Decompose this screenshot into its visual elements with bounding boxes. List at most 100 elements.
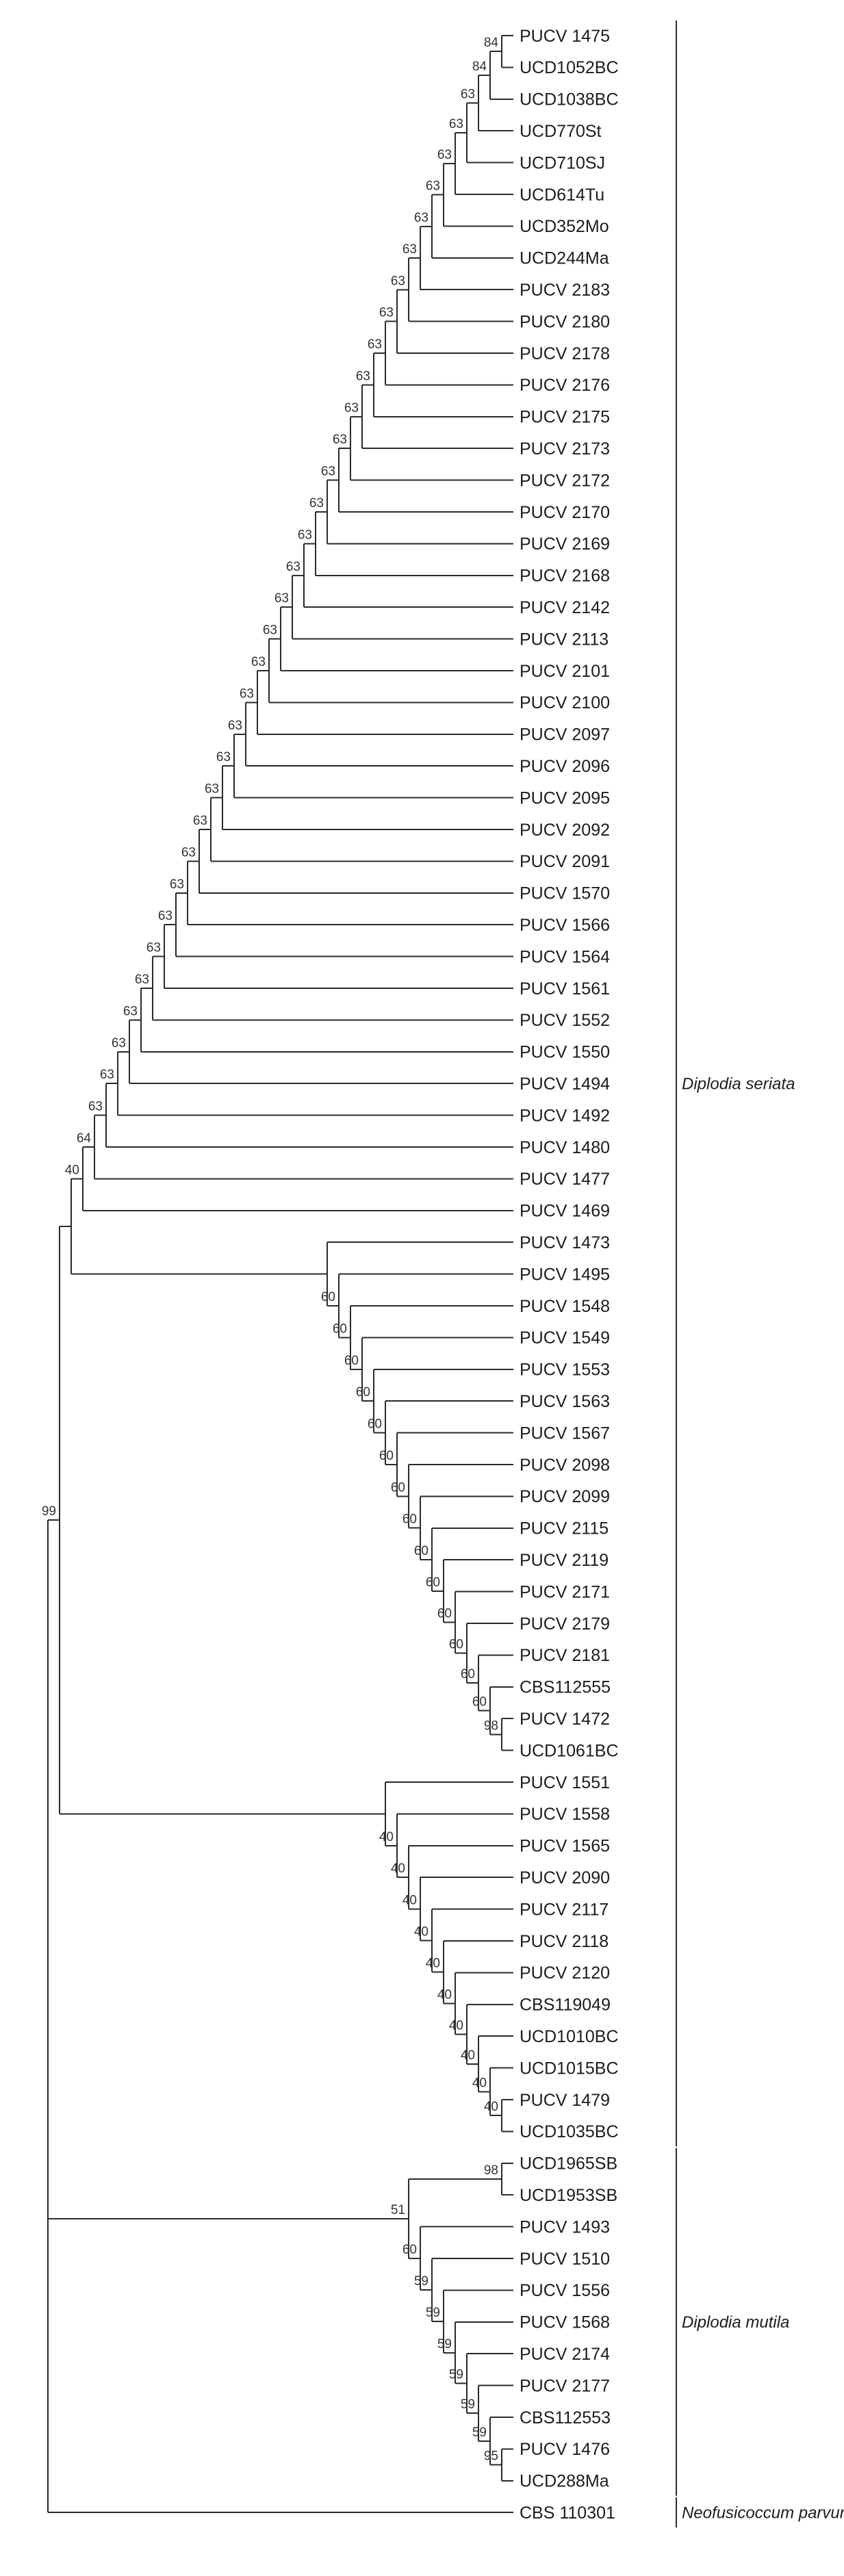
bootstrap-value: 63 bbox=[158, 909, 172, 923]
bootstrap-value: 63 bbox=[333, 433, 347, 447]
bootstrap-value: 63 bbox=[461, 88, 475, 102]
bootstrap-value: 59 bbox=[426, 2306, 440, 2320]
bootstrap-value: 59 bbox=[461, 2397, 475, 2412]
taxon-label: PUCV 2091 bbox=[520, 852, 610, 871]
bootstrap-value: 63 bbox=[344, 401, 359, 415]
bootstrap-value: 84 bbox=[472, 60, 487, 74]
tree-branches bbox=[47, 35, 513, 2514]
taxon-label: PUCV 2176 bbox=[520, 376, 610, 395]
bootstrap-value: 59 bbox=[449, 2368, 463, 2382]
bootstrap-value: 60 bbox=[449, 1638, 463, 1652]
bootstrap-value: 63 bbox=[402, 242, 417, 257]
bootstrap-value: 63 bbox=[426, 179, 440, 194]
bootstrap-value: 63 bbox=[170, 877, 184, 892]
taxon-label: PUCV 2099 bbox=[520, 1487, 610, 1506]
bootstrap-value: 60 bbox=[472, 1695, 487, 1710]
bootstrap-value: 63 bbox=[135, 973, 149, 987]
taxon-label: CBS112555 bbox=[520, 1678, 611, 1697]
taxon-label: PUCV 2180 bbox=[520, 312, 610, 331]
taxon-label: PUCV 2120 bbox=[520, 1963, 610, 1983]
taxon-label: PUCV 1494 bbox=[520, 1074, 610, 1094]
taxon-label: PUCV 2118 bbox=[520, 1932, 609, 1951]
bootstrap-value: 60 bbox=[461, 1667, 475, 1682]
bootstrap-value: 63 bbox=[263, 623, 277, 638]
bootstrap-value: 63 bbox=[449, 117, 463, 131]
taxon-label: PUCV 2179 bbox=[520, 1614, 610, 1634]
bootstrap-value: 63 bbox=[100, 1068, 114, 1082]
taxon-label: CBS 110301 bbox=[520, 2503, 615, 2523]
taxon-label: PUCV 2095 bbox=[520, 788, 610, 808]
taxon-label: UCD1965SB bbox=[520, 2154, 617, 2174]
bootstrap-value: 60 bbox=[414, 1544, 429, 1558]
bootstrap-value: 63 bbox=[88, 1100, 103, 1114]
taxon-label: PUCV 1548 bbox=[520, 1297, 610, 1316]
bootstrap-value: 60 bbox=[402, 1512, 417, 1527]
bootstrap-value: 60 bbox=[402, 2243, 417, 2257]
bootstrap-value: 60 bbox=[333, 1322, 347, 1336]
taxon-label: PUCV 1558 bbox=[520, 1805, 610, 1824]
taxon-label: PUCV 2113 bbox=[520, 630, 609, 649]
bootstrap-value: 63 bbox=[193, 814, 207, 828]
bootstrap-value: 59 bbox=[437, 2337, 452, 2352]
bootstrap-value: 63 bbox=[414, 211, 429, 225]
taxon-label: PUCV 1479 bbox=[520, 2091, 610, 2110]
taxon-label: PUCV 1510 bbox=[520, 2250, 610, 2269]
taxon-label: PUCV 1472 bbox=[520, 1710, 610, 1729]
bootstrap-value: 98 bbox=[484, 2163, 498, 2178]
bootstrap-value: 63 bbox=[286, 560, 300, 574]
taxon-label: PUCV 2175 bbox=[520, 408, 610, 427]
taxon-label: PUCV 2170 bbox=[520, 503, 610, 522]
taxon-label: PUCV 1563 bbox=[520, 1392, 610, 1411]
bootstrap-value: 40 bbox=[461, 2048, 475, 2063]
taxon-label: PUCV 2115 bbox=[520, 1519, 609, 1538]
bootstrap-value: 51 bbox=[391, 2203, 405, 2217]
taxon-label: PUCV 1473 bbox=[520, 1233, 610, 1252]
taxon-label: PUCV 2169 bbox=[520, 534, 610, 554]
taxon-label: UCD244Ma bbox=[520, 249, 609, 268]
clade-annotations: Diplodia seriata Diplodia mutila Neofusico… bbox=[676, 21, 844, 2528]
bootstrap-value: 60 bbox=[391, 1480, 405, 1495]
bootstrap-value: 63 bbox=[309, 496, 324, 511]
bootstrap-value: 40 bbox=[426, 1957, 440, 1971]
taxon-label: PUCV 1551 bbox=[520, 1773, 610, 1792]
bootstrap-value: 63 bbox=[240, 686, 254, 701]
bootstrap-value: 60 bbox=[426, 1575, 440, 1590]
bootstrap-value: 63 bbox=[205, 782, 219, 797]
taxon-label: PUCV 2173 bbox=[520, 439, 610, 459]
bootstrap-value: 60 bbox=[356, 1385, 370, 1400]
bootstrap-value: 60 bbox=[344, 1354, 359, 1368]
taxon-label: PUCV 1476 bbox=[520, 2440, 610, 2459]
taxon-label: PUCV 1568 bbox=[520, 2313, 610, 2332]
taxon-label: PUCV 1550 bbox=[520, 1043, 610, 1062]
bootstrap-value: 60 bbox=[368, 1417, 382, 1432]
clade-label: Neofusicoccum parvum bbox=[682, 2504, 844, 2523]
bootstrap-value: 84 bbox=[484, 36, 499, 50]
bootstrap-value: 63 bbox=[298, 528, 312, 542]
bootstrap-value: 60 bbox=[379, 1449, 394, 1463]
bootstrap-value: 95 bbox=[484, 2449, 498, 2464]
bootstrap-value: 40 bbox=[414, 1925, 429, 1940]
taxon-label: PUCV 2101 bbox=[520, 662, 610, 681]
taxon-label: PUCV 1556 bbox=[520, 2281, 610, 2300]
taxon-label: PUCV 2183 bbox=[520, 281, 610, 300]
bootstrap-value: 59 bbox=[414, 2274, 429, 2289]
taxon-label: PUCV 2092 bbox=[520, 821, 610, 840]
bootstrap-value: 63 bbox=[321, 465, 335, 479]
taxon-label: UCD1010BC bbox=[520, 2027, 619, 2046]
bootstrap-value: 40 bbox=[379, 1830, 394, 1844]
clade-label: Diplodia seriata bbox=[682, 1075, 795, 1094]
bootstrap-value: 99 bbox=[42, 1504, 56, 1519]
taxon-label: UCD1953SB bbox=[520, 2186, 617, 2205]
bootstrap-value: 63 bbox=[356, 369, 370, 383]
taxon-label: PUCV 2117 bbox=[520, 1900, 609, 1919]
taxon-label: PUCV 1492 bbox=[520, 1106, 610, 1125]
taxon-label: CBS112553 bbox=[520, 2408, 611, 2427]
taxon-label: PUCV 1549 bbox=[520, 1328, 610, 1348]
taxon-label: PUCV 1553 bbox=[520, 1361, 610, 1380]
taxon-label: PUCV 2174 bbox=[520, 2345, 610, 2364]
taxon-label: PUCV 1495 bbox=[520, 1265, 610, 1284]
taxon-label: PUCV 2097 bbox=[520, 725, 610, 745]
bootstrap-value: 59 bbox=[472, 2425, 487, 2440]
